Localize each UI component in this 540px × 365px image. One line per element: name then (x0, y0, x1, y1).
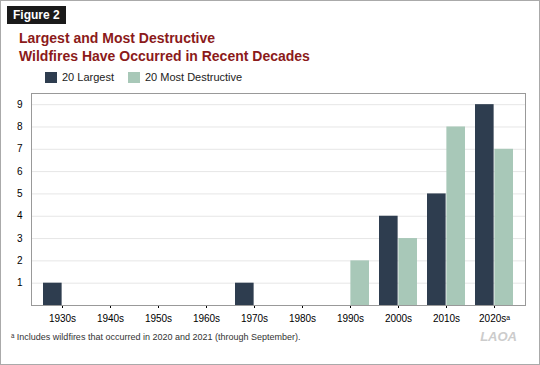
svg-text:2000s: 2000s (385, 313, 412, 324)
svg-text:1940s: 1940s (97, 313, 124, 324)
html-text:LAOA: LAOA (480, 329, 517, 345)
svg-text:6: 6 (17, 166, 23, 177)
svg-text:1: 1 (17, 278, 23, 289)
svg-text:1980s: 1980s (289, 313, 316, 324)
html-text:20 Most Destructive: 20 Most Destructive (145, 71, 243, 84)
html-text:Largest and Most Destructive W: Largest and Most Destructive Wildfires H… (19, 30, 310, 65)
svg-text:1970s: 1970s (241, 313, 268, 324)
svg-text:1950s: 1950s (145, 313, 172, 324)
svg-text:7: 7 (17, 144, 23, 155)
svg-text:1960s: 1960s (193, 313, 220, 324)
svg-text:2020sᵃ: 2020sᵃ (479, 313, 510, 324)
svg-text:1930s: 1930s (49, 313, 76, 324)
svg-text:8: 8 (17, 122, 23, 133)
svg-text:5: 5 (17, 188, 23, 199)
html-text:20 Largest: 20 Largest (62, 71, 114, 84)
svg-text:4: 4 (17, 211, 23, 222)
svg-text:1990s: 1990s (337, 313, 364, 324)
svg-text:3: 3 (17, 233, 23, 244)
svg-text:2010s: 2010s (433, 313, 460, 324)
html-text:ᵃ Includes wildfires that occu: ᵃ Includes wildfires that occurred in 20… (11, 331, 301, 342)
svg-text:9: 9 (17, 99, 23, 110)
svg-text:2: 2 (17, 255, 23, 266)
html-text:Figure 2: Figure 2 (13, 8, 60, 22)
